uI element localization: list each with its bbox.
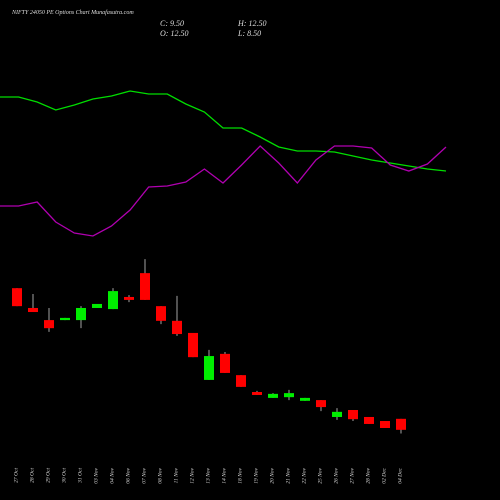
x-tick-label: 07 Nov [141, 467, 147, 483]
x-tick-label: 27 Oct [13, 468, 19, 483]
x-tick-label: 28 Oct [29, 468, 35, 483]
x-tick-label: 03 Nov [93, 467, 99, 483]
x-tick-label: 04 Nov [108, 467, 115, 483]
candle-body [172, 320, 182, 335]
x-tick-label: 08 Nov [157, 467, 163, 483]
open-label: O: 12.50 [160, 29, 188, 38]
candle-body [140, 273, 150, 300]
x-tick-label: 31 Oct [77, 468, 83, 484]
x-tick-label: 22 Nov [301, 467, 307, 483]
candle-body [124, 296, 134, 300]
x-tick-label: 13 Nov [205, 467, 211, 483]
candle-body [92, 303, 102, 308]
candle-body [60, 317, 70, 321]
x-tick-label: 28 Nov [365, 467, 371, 483]
x-tick-label: 29 Oct [45, 468, 51, 483]
high-label: H: 12.50 [237, 19, 266, 28]
low-label: L: 8.50 [237, 29, 261, 38]
candle-body [268, 393, 278, 398]
candle-body [380, 421, 390, 428]
x-tick-label: 11 Nov [173, 467, 179, 483]
candle-body [236, 375, 246, 387]
x-tick-label: 14 Nov [220, 467, 227, 483]
candle-body [108, 291, 118, 310]
candle-body [252, 392, 262, 395]
chart-title: NIFTY 24050 PE Options Chart Munafasutra… [11, 9, 134, 16]
x-tick-label: 02 Dec [381, 467, 387, 483]
candle-body [316, 400, 326, 408]
x-tick-label: 27 Nov [349, 467, 355, 483]
x-tick-label: 06 Nov [125, 467, 131, 483]
indicator-line [0, 90, 447, 172]
candle-body [332, 411, 342, 417]
candle-body [28, 307, 38, 313]
candle-body [12, 288, 22, 307]
candle-body [396, 418, 406, 430]
x-tick-label: 25 Nov [317, 467, 323, 483]
candle-body [364, 416, 374, 424]
candle-body [204, 356, 214, 380]
candle-body [156, 306, 166, 321]
close-label: C: 9.50 [160, 19, 184, 28]
x-tick-label: 21 Nov [285, 467, 291, 483]
candle-body [188, 332, 198, 358]
candle-body [348, 410, 358, 420]
x-tick-label: 30 Oct [61, 468, 67, 484]
x-tick-label: 12 Nov [189, 467, 195, 483]
candle-body [300, 397, 310, 401]
x-tick-label: 18 Nov [237, 467, 243, 483]
x-tick-label: 04 Dec [396, 467, 403, 483]
indicator-line [0, 145, 447, 237]
x-tick-label: 20 Nov [269, 467, 275, 483]
x-tick-label: 26 Nov [333, 467, 339, 483]
candle-body [220, 353, 230, 373]
candle-body [44, 320, 54, 329]
candle-body [284, 393, 294, 398]
candle-body [76, 307, 86, 321]
x-tick-label: 19 Nov [253, 467, 259, 483]
